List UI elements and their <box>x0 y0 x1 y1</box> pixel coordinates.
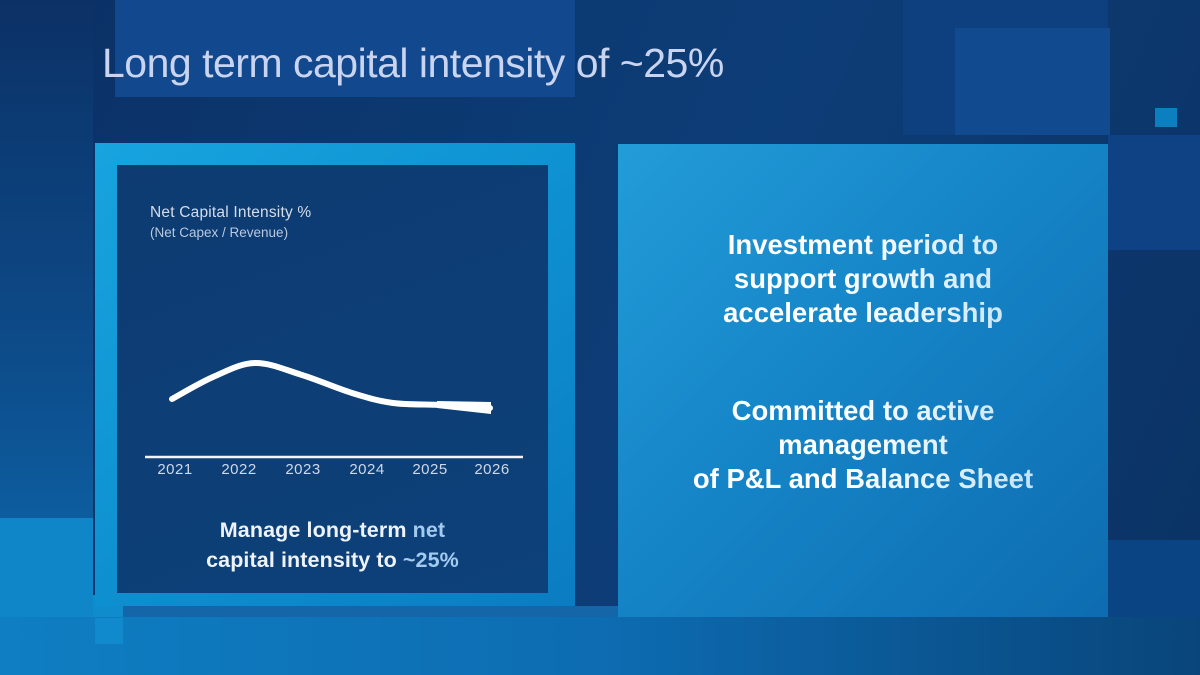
x-axis-labels: 2021 2022 2023 2024 2025 2026 <box>117 461 548 483</box>
chart-card: Net Capital Intensity % (Net Capex / Rev… <box>95 143 575 606</box>
bg-left-column-rect <box>0 0 93 617</box>
line-chart <box>145 359 523 459</box>
caption-line-2: capital intensity to ~25% <box>117 545 548 575</box>
x-tick-label: 2026 <box>474 461 510 478</box>
x-tick-label: 2025 <box>412 461 448 478</box>
x-tick-label: 2022 <box>221 461 257 478</box>
message-line: Committed to active <box>618 394 1108 428</box>
bg-right-edge-rect-1 <box>1108 135 1200 250</box>
x-tick-label: 2024 <box>349 461 385 478</box>
message-line: of P&L and Balance Sheet <box>618 462 1108 496</box>
chart-label-line1: Net Capital Intensity % <box>150 204 312 221</box>
message-line: accelerate leadership <box>618 296 1108 330</box>
message-line: management <box>618 428 1108 462</box>
message-line: Investment period to <box>618 228 1108 262</box>
chart-caption: Manage long-term net capital intensity t… <box>117 515 548 575</box>
caption-highlight-25pct: ~25% <box>402 548 459 572</box>
bg-top-right-rect-2 <box>955 28 1110 135</box>
message-panel: Investment period to support growth and … <box>618 144 1108 617</box>
caption-text: capital intensity to <box>206 548 403 572</box>
chart-panel: Net Capital Intensity % (Net Capex / Rev… <box>117 165 548 593</box>
line-tail-wedge <box>437 401 491 414</box>
caption-highlight-net: net <box>412 518 446 542</box>
x-tick-label: 2021 <box>157 461 193 478</box>
bg-right-edge-rect-2 <box>1108 540 1200 617</box>
message-block-committed: Committed to active management of P&L an… <box>618 394 1108 496</box>
bg-mid-band-rect <box>93 606 618 617</box>
caption-line-1: Manage long-term net <box>117 515 548 545</box>
slide-title: Long term capital intensity of ~25% <box>102 40 724 86</box>
bg-bottom-square <box>95 618 123 644</box>
bg-left-step-rect <box>0 518 93 617</box>
chart-axis-title: Net Capital Intensity % (Net Capex / Rev… <box>150 203 311 242</box>
chart-label-line2: (Net Capex / Revenue) <box>150 224 289 240</box>
message-line: support growth and <box>618 262 1108 296</box>
x-tick-label: 2023 <box>285 461 321 478</box>
bg-title-band-rect <box>115 0 575 97</box>
message-block-investment: Investment period to support growth and … <box>618 228 1108 330</box>
bg-bottom-strip <box>0 617 1200 675</box>
caption-text: Manage long-term <box>219 518 413 542</box>
bg-top-right-square <box>1155 108 1177 127</box>
